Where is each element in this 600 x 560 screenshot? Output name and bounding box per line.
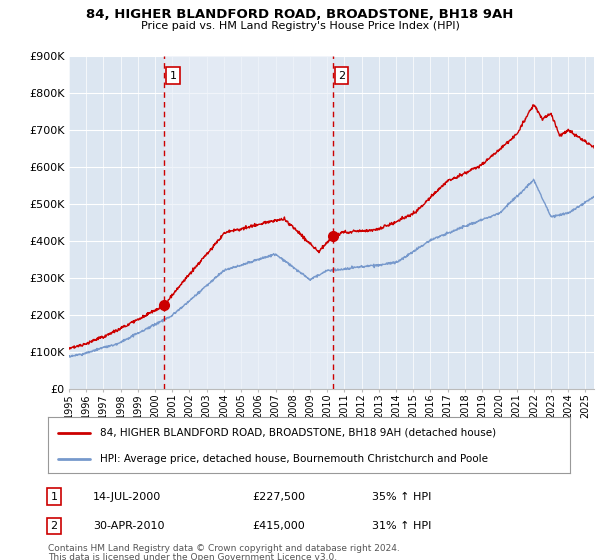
Text: HPI: Average price, detached house, Bournemouth Christchurch and Poole: HPI: Average price, detached house, Bour…: [100, 454, 488, 464]
Text: 31% ↑ HPI: 31% ↑ HPI: [372, 521, 431, 531]
Text: 2: 2: [50, 521, 58, 531]
Text: 35% ↑ HPI: 35% ↑ HPI: [372, 492, 431, 502]
Text: £415,000: £415,000: [252, 521, 305, 531]
Text: 84, HIGHER BLANDFORD ROAD, BROADSTONE, BH18 9AH: 84, HIGHER BLANDFORD ROAD, BROADSTONE, B…: [86, 8, 514, 21]
Bar: [164, 56, 333, 389]
Text: 84, HIGHER BLANDFORD ROAD, BROADSTONE, BH18 9AH (detached house): 84, HIGHER BLANDFORD ROAD, BROADSTONE, B…: [100, 428, 496, 438]
Text: This data is licensed under the Open Government Licence v3.0.: This data is licensed under the Open Gov…: [48, 553, 337, 560]
Text: £227,500: £227,500: [252, 492, 305, 502]
Text: Contains HM Land Registry data © Crown copyright and database right 2024.: Contains HM Land Registry data © Crown c…: [48, 544, 400, 553]
Text: 2: 2: [338, 71, 345, 81]
Text: 14-JUL-2000: 14-JUL-2000: [93, 492, 161, 502]
Text: 1: 1: [50, 492, 58, 502]
Text: 30-APR-2010: 30-APR-2010: [93, 521, 164, 531]
Text: 1: 1: [170, 71, 176, 81]
Text: Price paid vs. HM Land Registry's House Price Index (HPI): Price paid vs. HM Land Registry's House …: [140, 21, 460, 31]
